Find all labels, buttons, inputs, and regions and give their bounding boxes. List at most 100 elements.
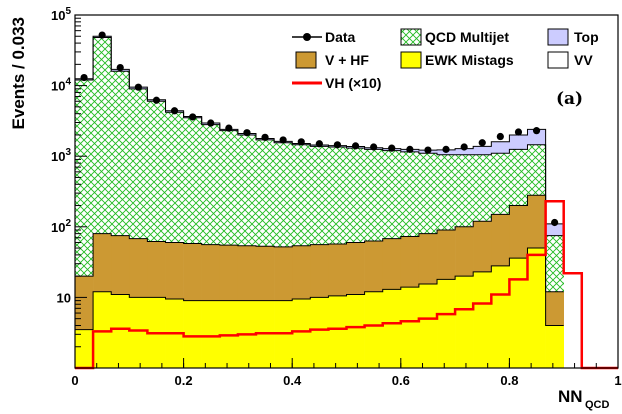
data-layer xyxy=(80,31,559,227)
data-point-7 xyxy=(207,119,215,127)
bar-ewk-bin-1 xyxy=(93,291,112,368)
bar-ewk-bin-23 xyxy=(491,265,510,368)
bar-vhf-bin-18 xyxy=(400,236,420,288)
legend: Data QCD Multijet Top V + HF EWK Mistags… xyxy=(292,28,599,91)
stack-layer xyxy=(75,35,564,368)
legend-qcd-label: QCD Multijet xyxy=(425,29,509,45)
y-tick-label-1: 102 xyxy=(51,218,71,235)
bar-vhf-bin-24 xyxy=(509,205,528,259)
bar-vhf-bin-17 xyxy=(382,238,402,290)
bar-ewk-bin-18 xyxy=(400,287,420,368)
legend-ewk-swatch xyxy=(400,51,422,69)
bar-qcd-bin-22 xyxy=(473,154,492,222)
data-point-13 xyxy=(315,140,323,148)
bar-vhf-bin-7 xyxy=(201,244,221,301)
bar-vhf-bin-1 xyxy=(93,233,112,292)
legend-ewk: EWK Mistags xyxy=(400,51,514,69)
x-axis-title: NN QCD xyxy=(558,387,610,411)
bar-ewk-bin-0 xyxy=(75,329,94,368)
x-tick-label-5: 1 xyxy=(614,373,621,388)
bar-qcd-bin-1 xyxy=(93,37,112,234)
y-axis-title: Events / 0.033 xyxy=(9,17,28,129)
bar-vhf-bin-16 xyxy=(364,240,384,292)
bar-vhf-bin-9 xyxy=(237,245,257,301)
bar-top-bin-24 xyxy=(509,134,528,150)
bar-ewk-bin-22 xyxy=(473,271,492,368)
data-point-1 xyxy=(98,31,106,39)
data-point-14 xyxy=(333,141,342,149)
panel-label: (a) xyxy=(556,89,583,109)
bar-qcd-bin-10 xyxy=(255,139,275,247)
bar-ewk-bin-20 xyxy=(437,279,456,368)
data-point-26 xyxy=(551,218,559,227)
bar-vhf-bin-2 xyxy=(111,235,130,295)
bar-vhf-bin-25 xyxy=(527,195,546,249)
data-point-15 xyxy=(351,142,360,150)
data-point-10 xyxy=(261,133,269,141)
bar-qcd-bin-26 xyxy=(545,235,564,292)
bar-qcd-bin-5 xyxy=(165,112,184,243)
bar-vhf-bin-15 xyxy=(346,242,365,295)
legend-vh: VH (×10) xyxy=(292,75,381,91)
bar-vhf-bin-21 xyxy=(455,226,474,277)
data-point-18 xyxy=(406,145,414,153)
bar-vhf-bin-22 xyxy=(473,221,492,272)
outline-vhf xyxy=(75,194,564,293)
bar-vhf-bin-19 xyxy=(418,233,438,284)
bar-qcd-bin-19 xyxy=(418,153,438,234)
x-tick-label-3: 0.6 xyxy=(392,373,410,388)
legend-ewk-label: EWK Mistags xyxy=(425,52,514,68)
y-tick-label-0: 10 xyxy=(57,290,71,305)
data-point-9 xyxy=(243,129,251,137)
bar-qcd-bin-18 xyxy=(400,151,420,237)
data-point-23 xyxy=(496,132,504,141)
bar-qcd-bin-24 xyxy=(509,149,528,206)
bar-vhf-bin-23 xyxy=(491,214,510,266)
bar-qcd-bin-12 xyxy=(292,144,311,246)
vh-layer xyxy=(75,200,618,370)
legend-data-label: Data xyxy=(325,29,356,45)
bar-ewk-bin-15 xyxy=(346,294,365,368)
bar-qcd-bin-25 xyxy=(527,144,546,196)
legend-top: Top xyxy=(547,28,599,46)
bar-qcd-bin-7 xyxy=(201,124,221,245)
legend-top-label: Top xyxy=(574,29,599,45)
data-point-11 xyxy=(279,136,287,144)
bar-ewk-bin-12 xyxy=(292,298,311,368)
bar-ewk-bin-26 xyxy=(545,325,564,368)
bar-vhf-bin-10 xyxy=(255,246,275,301)
bar-qcd-bin-2 xyxy=(111,71,130,236)
bar-ewk-bin-16 xyxy=(364,291,384,368)
legend-top-swatch xyxy=(547,28,569,46)
data-point-16 xyxy=(370,143,378,151)
bar-qcd-bin-16 xyxy=(364,149,384,241)
bar-qcd-bin-3 xyxy=(129,88,148,239)
data-point-20 xyxy=(442,145,450,153)
bar-vhf-bin-13 xyxy=(310,244,329,298)
bar-ewk-bin-17 xyxy=(382,289,402,368)
outline-ewk xyxy=(75,247,564,331)
bar-vhf-bin-11 xyxy=(274,246,293,301)
legend-qcd: QCD Multijet xyxy=(400,28,509,46)
bar-vhf-bin-6 xyxy=(183,243,202,301)
data-point-4 xyxy=(152,96,161,104)
bar-vhf-bin-20 xyxy=(437,230,456,280)
bar-top-bin-22 xyxy=(473,146,492,155)
bar-qcd-bin-0 xyxy=(75,80,94,277)
bar-ewk-bin-19 xyxy=(418,283,438,368)
bar-qcd-bin-4 xyxy=(147,101,166,242)
x-tick-label-0: 0 xyxy=(71,373,78,388)
bar-vhf-bin-26 xyxy=(545,291,564,326)
data-point-22 xyxy=(478,139,486,147)
legend-vv: VV xyxy=(547,51,593,69)
data-point-12 xyxy=(297,138,305,146)
data-point-3 xyxy=(134,83,142,91)
axis-layer: 0 0.2 0.4 0.6 0.8 1 10 102 103 104 105 xyxy=(51,6,622,388)
bar-vhf-bin-14 xyxy=(328,244,347,296)
data-point-25 xyxy=(532,127,541,135)
data-point-2 xyxy=(116,63,124,72)
data-point-21 xyxy=(460,143,468,151)
bar-qcd-bin-20 xyxy=(437,154,456,231)
bar-vhf-bin-4 xyxy=(147,241,166,298)
bar-qcd-bin-21 xyxy=(455,154,474,227)
